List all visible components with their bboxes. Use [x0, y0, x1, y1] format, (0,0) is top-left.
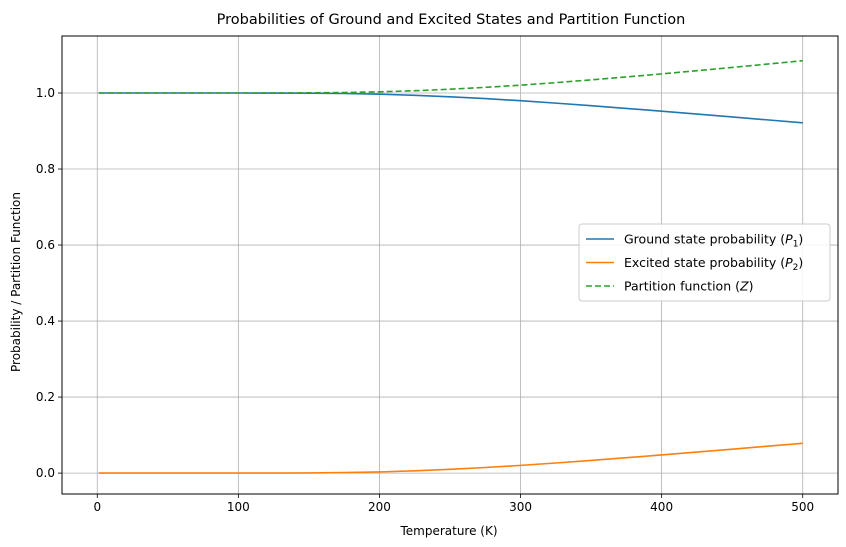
- plot-lines: [98, 59, 803, 474]
- y-tick-label: 0.2: [36, 390, 55, 404]
- axis-ticks: 0 100 200 300 400 500 0.0 0.2 0.4 0.6 0.8 1.0: [36, 86, 814, 514]
- legend-label-text: Ground state probability (: [624, 232, 785, 247]
- legend-label-1: Ground state probability (P1): [624, 232, 803, 250]
- legend-label-symbol: Z: [739, 279, 749, 294]
- y-tick-label: 0.6: [36, 238, 55, 252]
- legend-label-end: ): [798, 255, 803, 270]
- plot-frame: [61, 35, 839, 495]
- legend-label-text: Partition function (: [624, 279, 740, 294]
- x-tick-label: 300: [509, 500, 532, 514]
- series-line-2: [98, 442, 803, 474]
- legend-box: [578, 223, 831, 302]
- x-tick-label: 200: [368, 500, 391, 514]
- legend-label-symbol: P: [785, 232, 793, 247]
- y-tick-label: 0.0: [36, 466, 55, 480]
- x-tick-label: 500: [791, 500, 814, 514]
- series-line-1: [98, 92, 803, 124]
- legend-label-3: Partition function (Z): [624, 279, 753, 294]
- legend-label-subscript: 2: [793, 263, 799, 273]
- legend-label-symbol: P: [785, 255, 793, 270]
- y-tick-label: 0.4: [36, 314, 55, 328]
- x-tick-label: 400: [650, 500, 673, 514]
- legend-label-end: ): [749, 279, 754, 294]
- y-axis-label: Probability / Partition Function: [9, 192, 23, 372]
- legend: Ground state probability (P1)Excited sta…: [578, 223, 831, 302]
- x-tick-label: 100: [227, 500, 250, 514]
- legend-label-subscript: 1: [793, 240, 799, 250]
- x-tick-label: 0: [93, 500, 101, 514]
- legend-label-text: Excited state probability (: [624, 255, 785, 270]
- legend-label-end: ): [798, 232, 803, 247]
- x-axis-label: Temperature (K): [399, 524, 497, 538]
- chart-title: Probabilities of Ground and Excited Stat…: [217, 12, 686, 28]
- y-tick-label: 1.0: [36, 86, 55, 100]
- series-line-3: [98, 59, 803, 94]
- legend-label-2: Excited state probability (P2): [624, 255, 803, 273]
- y-tick-label: 0.8: [36, 162, 55, 176]
